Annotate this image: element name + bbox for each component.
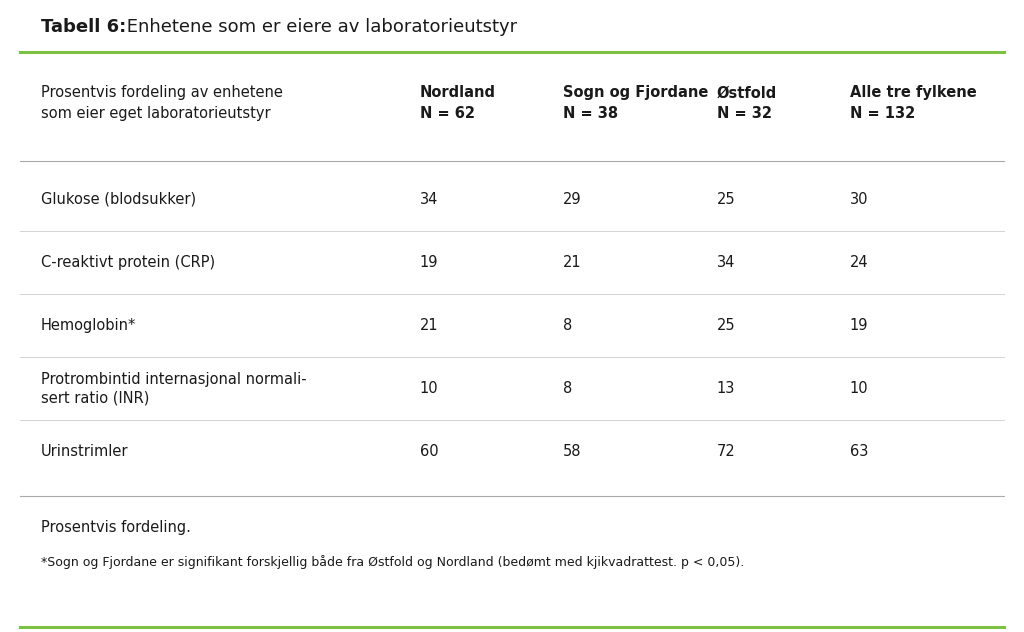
Text: Østfold
N = 32: Østfold N = 32	[717, 85, 777, 121]
Text: Nordland
N = 62: Nordland N = 62	[420, 85, 496, 121]
Text: 63: 63	[850, 444, 868, 459]
Text: 60: 60	[420, 444, 438, 459]
Text: C-reaktivt protein (CRP): C-reaktivt protein (CRP)	[41, 255, 215, 270]
Text: 29: 29	[563, 191, 582, 207]
Text: 25: 25	[717, 318, 735, 333]
Text: Prosentvis fordeling av enhetene
som eier eget laboratorieutstyr: Prosentvis fordeling av enhetene som eie…	[41, 85, 283, 121]
Text: Protrombintid internasjonal normali-
sert ratio (INR): Protrombintid internasjonal normali- ser…	[41, 372, 306, 406]
Text: 34: 34	[717, 255, 735, 270]
Text: 72: 72	[717, 444, 735, 459]
Text: 21: 21	[563, 255, 582, 270]
Text: 34: 34	[420, 191, 438, 207]
Text: 10: 10	[850, 381, 868, 396]
Text: 58: 58	[563, 444, 582, 459]
Text: Hemoglobin*: Hemoglobin*	[41, 318, 136, 333]
Text: 19: 19	[420, 255, 438, 270]
Text: 8: 8	[563, 318, 572, 333]
Text: Prosentvis fordeling.: Prosentvis fordeling.	[41, 520, 190, 535]
Text: 19: 19	[850, 318, 868, 333]
Text: 13: 13	[717, 381, 735, 396]
Text: Urinstrimler: Urinstrimler	[41, 444, 128, 459]
Text: Sogn og Fjordane
N = 38: Sogn og Fjordane N = 38	[563, 85, 709, 121]
Text: *Sogn og Fjordane er signifikant forskjellig både fra Østfold og Nordland (bedøm: *Sogn og Fjordane er signifikant forskje…	[41, 556, 744, 569]
Text: Tabell 6:: Tabell 6:	[41, 18, 126, 35]
Text: Alle tre fylkene
N = 132: Alle tre fylkene N = 132	[850, 85, 977, 121]
Text: 25: 25	[717, 191, 735, 207]
Text: 21: 21	[420, 318, 438, 333]
Text: 30: 30	[850, 191, 868, 207]
Text: 24: 24	[850, 255, 868, 270]
Text: Glukose (blodsukker): Glukose (blodsukker)	[41, 191, 196, 207]
Text: 10: 10	[420, 381, 438, 396]
Text: 8: 8	[563, 381, 572, 396]
Text: Enhetene som er eiere av laboratorieutstyr: Enhetene som er eiere av laboratorieutst…	[121, 18, 517, 35]
